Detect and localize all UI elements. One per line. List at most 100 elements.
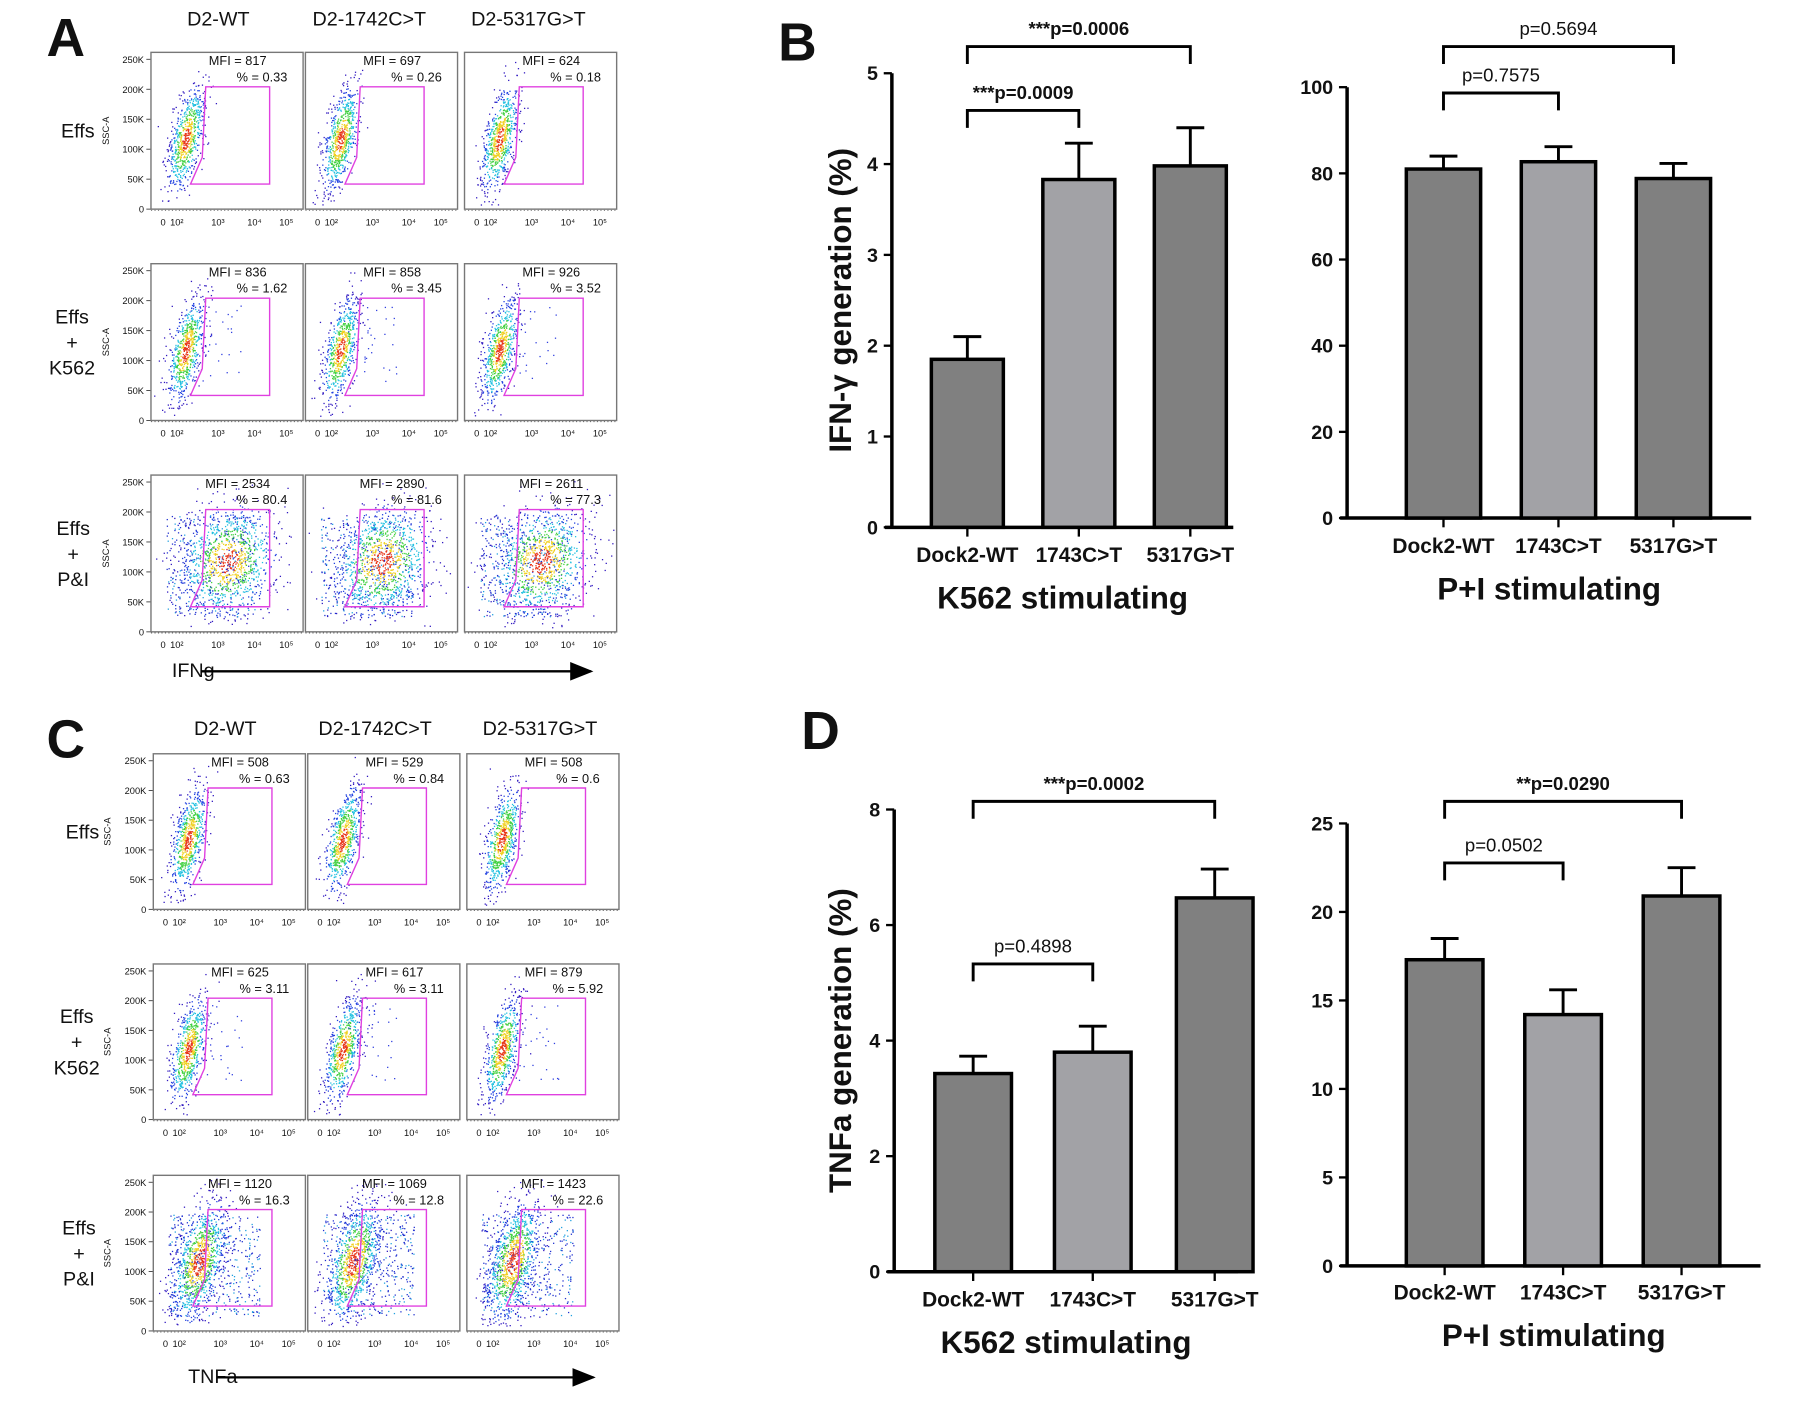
event-dot — [196, 111, 198, 113]
gate-polygon — [343, 297, 425, 397]
event-dot — [333, 344, 336, 346]
event-dot — [505, 65, 507, 67]
event-dot — [339, 316, 342, 318]
event-dot — [189, 95, 191, 97]
event-dot — [499, 146, 502, 149]
event-dot — [182, 321, 185, 323]
event-dot — [248, 541, 251, 543]
event-dot — [201, 309, 204, 311]
event-dot — [339, 169, 341, 171]
event-dot — [170, 559, 172, 561]
event-dot — [186, 354, 188, 356]
event-dot — [494, 335, 496, 337]
event-dot — [246, 622, 248, 625]
event-dot — [322, 183, 324, 185]
event-dot — [333, 95, 335, 97]
event-dot — [279, 575, 282, 578]
event-dot — [481, 160, 484, 163]
event-dot — [171, 144, 173, 146]
event-dot — [184, 556, 186, 559]
event-dot — [507, 129, 509, 131]
event-dot — [179, 330, 182, 333]
event-dot — [340, 389, 342, 392]
event-dot — [198, 109, 200, 111]
event-dot — [511, 105, 513, 107]
event-dot — [499, 117, 502, 119]
event-dot — [190, 315, 193, 317]
event-dot — [511, 128, 513, 130]
event-dot — [340, 172, 342, 174]
event-dot — [490, 143, 493, 146]
event-dot — [319, 321, 322, 324]
event-dot — [480, 204, 483, 206]
event-dot — [186, 341, 188, 343]
event-dot — [216, 616, 219, 619]
event-dot — [200, 317, 202, 319]
event-dot — [346, 340, 348, 342]
event-dot — [501, 381, 503, 383]
event-dot — [189, 132, 192, 134]
event-dot — [348, 133, 351, 136]
event-dot — [500, 130, 503, 133]
event-dot — [176, 128, 178, 131]
event-dot — [498, 124, 501, 126]
event-dot — [265, 548, 267, 550]
event-dot — [506, 325, 508, 327]
event-dot — [488, 136, 491, 139]
event-dot — [211, 299, 213, 301]
event-dot — [341, 366, 343, 369]
event-dot — [495, 128, 497, 130]
event-dot — [508, 378, 510, 380]
event-dot — [184, 141, 186, 143]
event-dot — [513, 302, 516, 305]
event-dot — [210, 550, 212, 552]
event-dot — [495, 158, 497, 161]
event-dot — [519, 293, 521, 295]
event-dot — [194, 306, 197, 309]
event-dot — [190, 140, 193, 143]
y-tick-label: 0 — [139, 416, 144, 426]
event-dot — [513, 113, 515, 116]
event-dot — [189, 133, 192, 136]
event-dot — [492, 125, 494, 128]
event-dot — [514, 107, 516, 109]
event-dot — [345, 346, 347, 348]
event-dot — [192, 319, 194, 321]
event-dot — [178, 401, 180, 404]
event-dot — [335, 341, 338, 343]
event-dot — [500, 153, 503, 155]
event-dot — [202, 104, 204, 106]
event-dot — [226, 372, 228, 374]
event-dot — [356, 328, 358, 330]
event-dot — [333, 171, 335, 173]
event-dot — [369, 327, 371, 330]
event-dot — [507, 102, 509, 105]
event-dot — [195, 344, 198, 346]
event-dot — [175, 165, 178, 167]
event-dot — [356, 311, 358, 314]
event-dot — [496, 140, 498, 142]
event-dot — [335, 149, 338, 151]
event-dot — [339, 120, 342, 122]
event-dot — [187, 125, 189, 128]
event-dot — [181, 364, 183, 367]
event-dot — [346, 325, 348, 327]
event-dot — [500, 353, 502, 355]
event-dot — [337, 126, 340, 128]
event-dot — [344, 349, 346, 352]
event-dot — [511, 367, 514, 370]
event-dot — [197, 136, 199, 138]
event-dot — [190, 625, 192, 628]
event-dot — [510, 338, 513, 340]
event-dot — [351, 127, 353, 130]
event-dot — [343, 375, 345, 377]
event-dot — [173, 357, 175, 359]
event-dot — [489, 354, 491, 356]
event-dot — [333, 187, 336, 189]
event-dot — [170, 147, 172, 149]
event-dot — [324, 356, 326, 358]
event-dot — [396, 373, 398, 375]
event-dot — [488, 180, 490, 182]
event-dot — [485, 185, 488, 188]
event-dot — [202, 321, 205, 323]
